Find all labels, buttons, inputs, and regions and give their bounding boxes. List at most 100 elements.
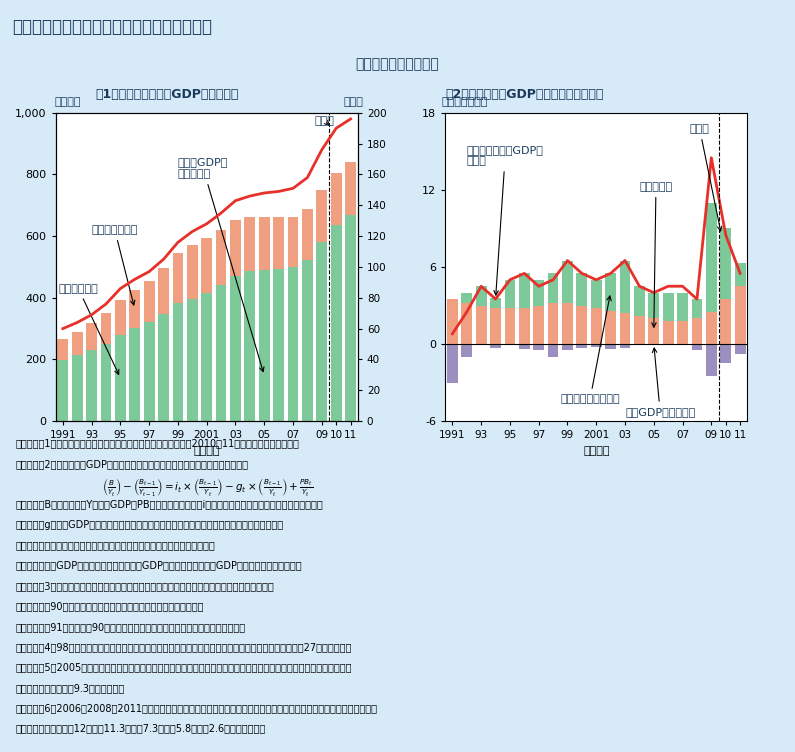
Bar	[245, 217, 255, 271]
Bar	[649, 318, 659, 344]
Bar	[72, 356, 83, 421]
Bar	[605, 274, 616, 311]
Text: 91年度以降：90年度の値に、それ以降の純貸出の累積を加算した値。: 91年度以降：90年度の値に、それ以降の純貸出の累積を加算した値。	[16, 622, 246, 632]
Bar	[619, 314, 630, 344]
Text: 購入分約9.3兆円を除く。: 購入分約9.3兆円を除く。	[16, 683, 125, 693]
Bar	[201, 293, 212, 421]
Bar	[548, 344, 558, 357]
Bar	[533, 344, 544, 350]
Bar	[576, 305, 588, 344]
Bar	[605, 311, 616, 344]
Bar	[345, 214, 356, 421]
Text: 6．2006、2008～2011年度については、財政融資資金特別会計から国債整理基金特別会計又は一般会計への繰入: 6．2006、2008～2011年度については、財政融資資金特別会計から国債整理…	[16, 703, 378, 713]
Text: 地方の債務残高: 地方の債務残高	[91, 225, 138, 305]
Bar	[259, 271, 270, 421]
Bar	[187, 245, 198, 299]
Bar	[519, 308, 529, 344]
Bar	[144, 280, 154, 322]
Bar	[101, 344, 111, 421]
Bar	[101, 313, 111, 344]
Bar	[663, 321, 673, 344]
Bar	[692, 344, 702, 350]
Bar	[663, 293, 673, 321]
Text: 基礎的財政収支要因: 基礎的財政収支要因	[560, 296, 620, 404]
Bar	[692, 318, 702, 344]
Text: 利払費要因: 利払費要因	[639, 182, 673, 327]
Bar	[461, 303, 472, 344]
Bar	[158, 268, 169, 314]
Bar	[519, 344, 529, 349]
Bar	[288, 267, 298, 421]
Bar	[706, 312, 717, 344]
Bar	[475, 287, 487, 305]
Text: 名目GDP成長率要因：債務残高対GDP比の分母となる名目GDPの増減に起因する要因。: 名目GDP成長率要因：債務残高対GDP比の分母となる名目GDPの増減に起因する要…	[16, 560, 302, 571]
X-axis label: （年度）: （年度）	[583, 446, 610, 456]
Bar	[130, 328, 140, 421]
Bar	[519, 274, 529, 308]
Text: $\left(\frac{B}{Y_t}\right) - \left(\frac{B_{t-1}}{Y_{t-1}}\right) = i_t \times : $\left(\frac{B}{Y_t}\right) - \left(\fra…	[103, 476, 313, 498]
Bar	[505, 280, 515, 308]
Text: 90年度：「国民経済計算」による国と地方の負債残高。: 90年度：「国民経済計算」による国と地方の負債残高。	[16, 602, 204, 611]
Bar	[230, 220, 241, 275]
Bar	[130, 290, 140, 328]
Bar	[447, 299, 458, 344]
Bar	[144, 322, 154, 421]
Bar	[115, 300, 126, 335]
Bar	[548, 303, 558, 344]
Bar	[331, 225, 342, 421]
Text: 3．上記のような要因分解式を用いるため、債務残高の系列は、以下のものを用いた。: 3．上記のような要因分解式を用いるため、債務残高の系列は、以下のものを用いた。	[16, 581, 274, 591]
Bar	[461, 293, 472, 303]
Bar	[491, 298, 501, 308]
Text: 債務残高の累増が継続: 債務残高の累増が継続	[355, 57, 440, 71]
Text: （％ポイント）: （％ポイント）	[441, 97, 487, 108]
Bar	[533, 305, 544, 344]
Bar	[345, 162, 356, 214]
Bar	[576, 344, 588, 348]
Text: 4．98年度については、日本国有鉄道清算事業団及び国有林野事業特別会計からの承継債務分約27兆円を除く。: 4．98年度については、日本国有鉄道清算事業団及び国有林野事業特別会計からの承継…	[16, 642, 352, 652]
Bar	[491, 308, 501, 344]
Text: 第１－３－５図　国・地方の債務残高の推移: 第１－３－５図 国・地方の債務残高の推移	[12, 18, 212, 36]
Text: 対名目GDP比
（目盛右）: 対名目GDP比 （目盛右）	[178, 157, 264, 371]
Bar	[505, 308, 515, 344]
Bar	[158, 314, 169, 421]
Bar	[302, 259, 312, 421]
Text: g：名目GDP成長率、利払費要因：金利変動と債務残高の変動の両方に起因する要因、: g：名目GDP成長率、利払費要因：金利変動と債務残高の変動の両方に起因する要因、	[16, 520, 284, 530]
Text: 国の債務残高: 国の債務残高	[59, 284, 118, 374]
Bar	[72, 332, 83, 356]
Bar	[605, 344, 616, 349]
Bar	[461, 344, 472, 357]
Bar	[735, 344, 746, 354]
Bar	[677, 321, 688, 344]
Bar	[562, 303, 573, 344]
Bar	[591, 308, 602, 344]
Bar	[720, 229, 731, 299]
Bar	[215, 284, 227, 421]
Bar	[230, 275, 241, 421]
Bar	[201, 238, 212, 293]
Bar	[720, 299, 731, 344]
Text: （兆円）: （兆円）	[54, 97, 80, 108]
Bar	[720, 344, 731, 363]
Text: 見込み: 見込み	[690, 124, 722, 231]
Text: 基礎的財政収支要因：国と地方の基礎的財政収支に起因する要因: 基礎的財政収支要因：国と地方の基礎的財政収支に起因する要因	[16, 540, 215, 550]
Text: （1）長期債務残高（GDP比）の推移: （1）長期債務残高（GDP比）の推移	[95, 87, 238, 101]
Bar	[173, 253, 184, 303]
Bar	[619, 344, 630, 348]
Text: 5．2005年度については、道路関係４公団より日本高速道路保有・債務返済機構が継承した、中央政府の土地の: 5．2005年度については、道路関係４公団より日本高速道路保有・債務返済機構が継…	[16, 663, 352, 672]
Bar	[591, 344, 602, 347]
Bar	[706, 203, 717, 312]
Bar	[475, 305, 487, 344]
Text: 名目GDP成長率要因: 名目GDP成長率要因	[625, 348, 696, 417]
Bar	[302, 209, 312, 259]
Bar	[735, 287, 746, 344]
Bar	[533, 280, 544, 305]
Bar	[634, 344, 645, 345]
Bar	[57, 359, 68, 421]
Text: （％）: （％）	[343, 97, 363, 108]
Text: （備考）　1．内閣府「国民経済計算」、財務省資料により作成。2010～11年度の見込みは推計値。: （備考） 1．内閣府「国民経済計算」、財務省資料により作成。2010～11年度の…	[16, 438, 300, 448]
Bar	[562, 344, 573, 350]
Bar	[187, 299, 198, 421]
Bar	[619, 260, 630, 314]
Bar	[548, 274, 558, 303]
Bar	[273, 268, 284, 421]
